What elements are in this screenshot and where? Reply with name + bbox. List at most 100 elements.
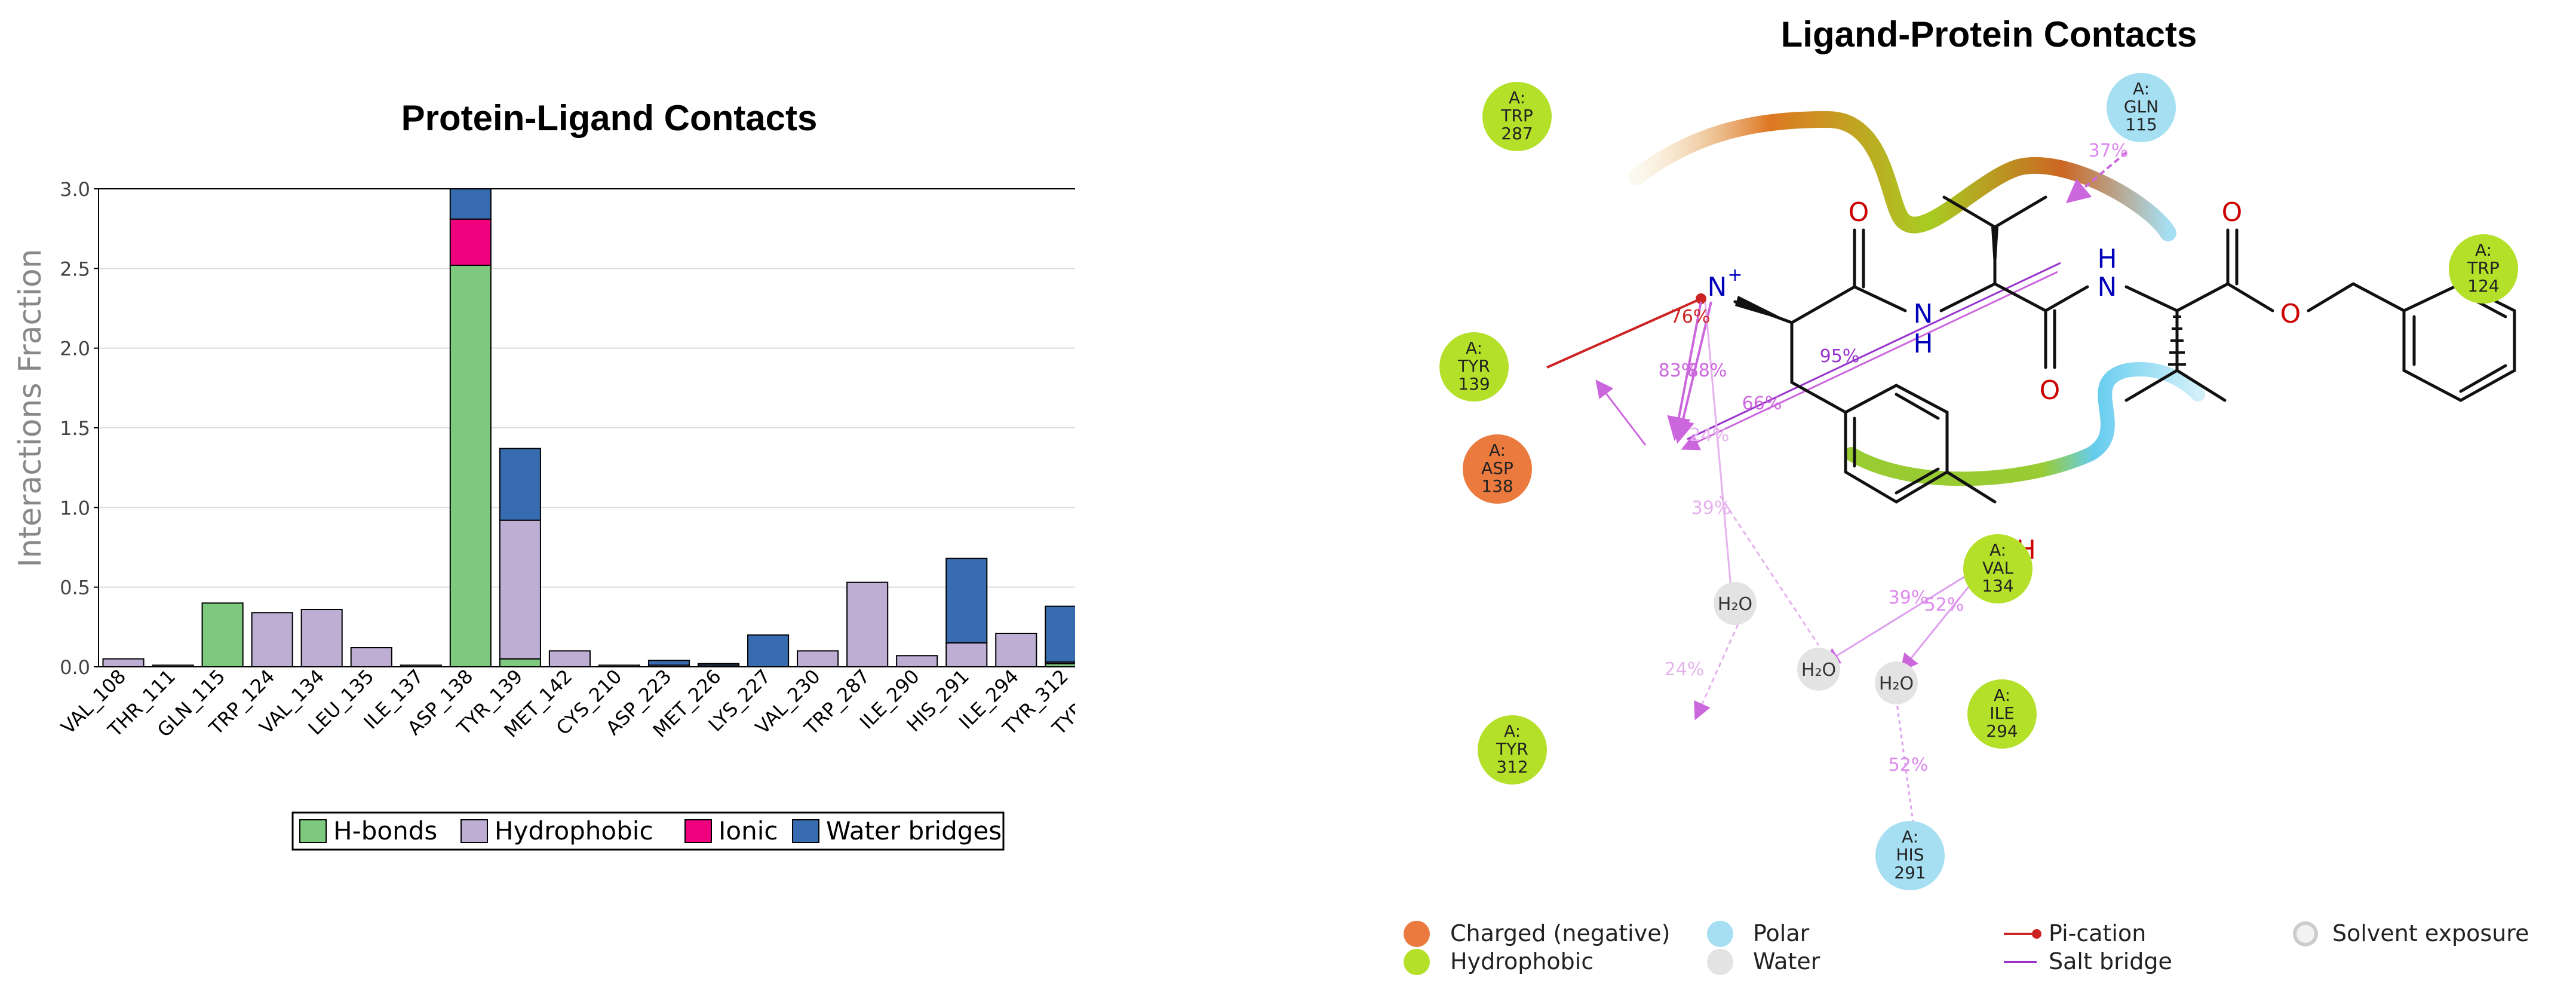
atom-o-3: O <box>2222 197 2243 228</box>
residue-circle <box>2107 73 2176 142</box>
legend-water-label: Water <box>1753 948 1820 975</box>
residue-circle <box>1439 332 1509 402</box>
pct-tyr312: 24% <box>1665 659 1705 680</box>
water-2-label: H₂O <box>1801 660 1836 681</box>
residue-name: TRP <box>1500 106 1533 125</box>
residue-chain: A: <box>2475 240 2492 260</box>
pct-oh-a: 39% <box>1889 587 1929 608</box>
residue-name: TRP <box>2467 258 2499 278</box>
atom-nh-plus: N <box>1708 272 1727 302</box>
residue-number: 134 <box>1982 576 2013 596</box>
pct-asp-a: 83% <box>1659 360 1699 381</box>
nh-asp-salt-line <box>1687 262 2061 440</box>
interaction-diagram: Ligand-Protein Contacts <box>1404 14 2529 975</box>
residue-chain: A: <box>1989 540 2006 560</box>
legend-swatch <box>684 819 712 843</box>
legend-label: Water bridges <box>826 816 1002 845</box>
bar-ILE_290-hydrophobic <box>896 655 938 668</box>
legend-box <box>291 811 1005 851</box>
legend-pication-label: Pi-cation <box>2049 920 2146 946</box>
y-tick-label: 1.5 <box>60 417 90 440</box>
residue-chain: A: <box>1466 338 1482 358</box>
bar-TYR_139-water-bridges <box>499 448 541 521</box>
residue-chain: A: <box>1509 88 1525 108</box>
y-tick-label: 0.5 <box>60 577 90 599</box>
bar-ASP_138-h-bonds <box>449 265 492 667</box>
legend-swatch <box>460 819 488 843</box>
bar-TYR_312-water-bridges <box>1045 605 1087 663</box>
residue-circle <box>1478 715 1547 785</box>
residue-number: 287 <box>1501 124 1533 143</box>
bar-VAL_230-hydrophobic <box>797 650 839 668</box>
legend-hydrophobic-label: Hydrophobic <box>1450 948 1594 975</box>
residue-name: ASP <box>1481 458 1513 478</box>
atom-h-2: H <box>2097 244 2117 274</box>
pct-gln115: 37% <box>2089 140 2129 161</box>
residue-circle <box>1482 82 1552 151</box>
y-tick-label: 0.0 <box>60 656 90 679</box>
water-2-circle <box>1797 648 1840 691</box>
pct-pication: 76% <box>1671 307 1711 327</box>
bar-TRP_124-hydrophobic <box>251 612 293 668</box>
bar-LEU_135-hydrophobic <box>350 647 392 667</box>
bar-GLN_115-h-bonds <box>201 602 244 667</box>
nh-asp-hbond-line-b <box>1671 301 1712 444</box>
interaction-lines <box>1546 151 2127 831</box>
residue-circle <box>1875 821 1945 890</box>
gln115-hbond-line <box>2065 151 2127 204</box>
y-axis-label: Interactions Fraction <box>13 249 48 567</box>
residue-circle <box>1463 434 1532 504</box>
wedge-bond-val1 <box>1991 227 1998 284</box>
bar-VAL_108-hydrophobic <box>102 658 145 667</box>
wedge-bond-nh <box>1735 296 1792 323</box>
nh-asp-hbond-line-a <box>1667 301 1702 441</box>
legend-negative-swatch <box>1404 921 1430 947</box>
atom-o-2: O <box>2040 375 2061 406</box>
exposure-ribbon-bottom <box>1844 362 2205 486</box>
bar-HIS_291-water-bridges <box>945 557 988 644</box>
exposure-ribbon-top <box>1628 111 2176 241</box>
y-tick-label: 2.0 <box>60 338 90 360</box>
residue-circle <box>2449 234 2518 304</box>
tyr139-line <box>1595 379 1647 446</box>
residue-circle <box>1963 534 2032 603</box>
residue-number: 138 <box>1481 476 1513 496</box>
diagram-title: Ligand-Protein Contacts <box>1781 14 2197 54</box>
pct-his291: 52% <box>1889 755 1929 776</box>
water-3-label: H₂O <box>1879 673 1914 694</box>
water-3-circle <box>1875 661 1918 704</box>
legend-swatch <box>792 819 819 843</box>
water-1-label: H₂O <box>1718 594 1752 615</box>
bar-VAL_134-hydrophobic <box>300 609 343 667</box>
diagram-legend: Charged (negative) Hydrophobic Polar Wat… <box>1404 920 2529 975</box>
legend-swatch <box>299 819 327 843</box>
bar-ASP_223-water-bridges <box>647 660 690 666</box>
asp-water2-line <box>1719 495 1820 646</box>
residue-name: TYR <box>1457 356 1490 376</box>
legend-label: Hydrophobic <box>495 816 653 845</box>
pct-plus24: 24% <box>1690 425 1730 446</box>
bar-TRP_287-hydrophobic <box>846 581 889 668</box>
residue-chain: A: <box>2133 79 2150 99</box>
y-tick-label: 1.0 <box>60 497 90 519</box>
bar-HIS_291-hydrophobic <box>945 642 988 667</box>
residue-number: 291 <box>1894 863 1926 883</box>
legend-label: Ionic <box>719 816 778 845</box>
legend-label: H-bonds <box>333 816 437 845</box>
residue-number: 124 <box>2467 276 2499 296</box>
atom-n-2: N <box>2098 272 2117 302</box>
y-tick-label: 2.5 <box>60 258 90 280</box>
atom-o-1: O <box>1849 197 1869 228</box>
bar-ASP_138-water-bridges <box>449 188 492 220</box>
asp-water-line <box>1704 301 1733 601</box>
residue-chain: A: <box>1902 827 1918 847</box>
legend-hydrophobic-swatch <box>1404 949 1430 975</box>
legend-saltbridge-label: Salt bridge <box>2049 948 2172 975</box>
residue-number: 294 <box>1986 721 2018 741</box>
